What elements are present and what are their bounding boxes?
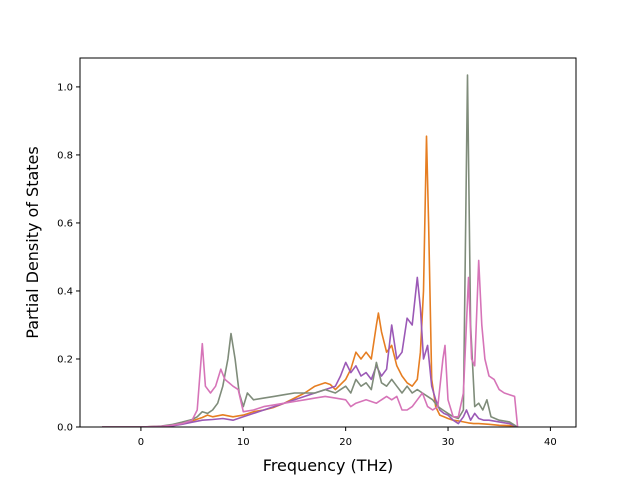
x-tick-label: 40 bbox=[544, 437, 557, 448]
x-tick-label: 0 bbox=[138, 437, 144, 448]
x-tick-label: 30 bbox=[442, 437, 455, 448]
series-line-3 bbox=[102, 74, 519, 427]
series-layer bbox=[102, 74, 519, 427]
y-tick-label: 0.8 bbox=[57, 150, 73, 161]
y-tick-label: 0.2 bbox=[57, 354, 73, 365]
plot-frame bbox=[79, 57, 577, 428]
y-tick-label: 0.6 bbox=[57, 218, 73, 229]
x-axis-label: Frequency (THz) bbox=[263, 456, 393, 475]
series-line-4 bbox=[102, 259, 519, 427]
y-tick-label: 1.0 bbox=[57, 82, 73, 93]
y-axis-label: Partial Density of States bbox=[23, 146, 42, 338]
y-tick-label: 0.4 bbox=[57, 286, 73, 297]
x-tick-label: 20 bbox=[339, 437, 352, 448]
y-tick-label: 0.0 bbox=[57, 423, 73, 434]
y-axis-ticks: 0.0 0.2 0.4 0.6 0.8 1.0 bbox=[57, 82, 80, 434]
series-line-1 bbox=[102, 135, 518, 427]
x-tick-label: 10 bbox=[237, 437, 250, 448]
x-axis-ticks: 0 10 20 30 40 bbox=[138, 427, 557, 448]
